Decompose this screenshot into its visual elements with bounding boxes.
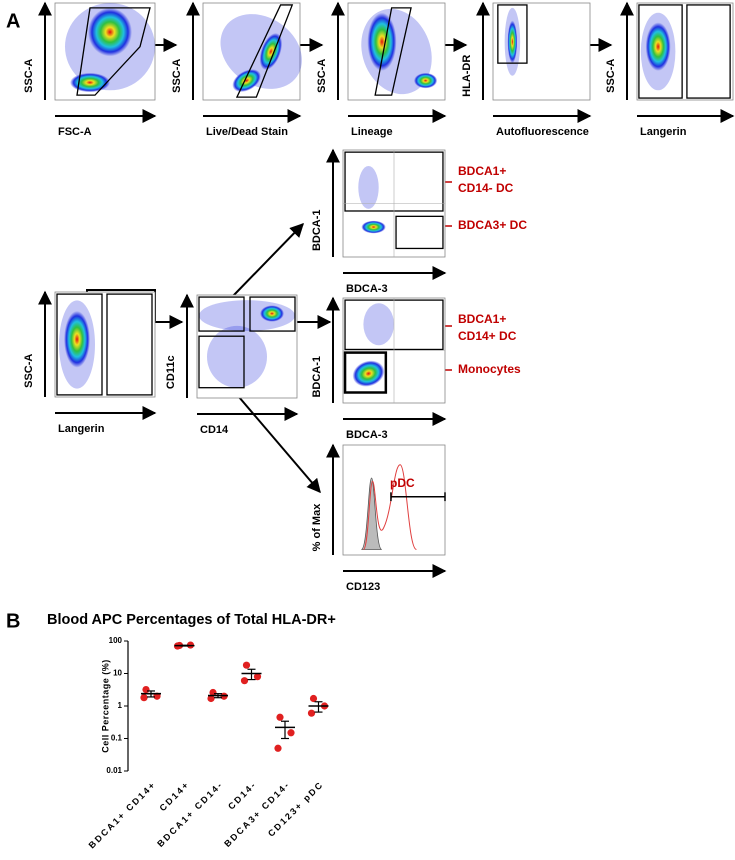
y-axis-label: HLA-DR <box>461 55 473 97</box>
density <box>88 7 132 57</box>
density <box>413 72 438 89</box>
gate <box>76 7 151 96</box>
data-point <box>209 688 217 697</box>
gate <box>395 215 444 250</box>
gate-label: Monocytes <box>458 362 521 376</box>
x-tick-label: BDCA1+ CD14- <box>155 779 225 849</box>
density <box>358 166 379 209</box>
x-tick-label: BDCA1+ CD14+ <box>87 779 158 850</box>
data-point <box>274 744 282 752</box>
flow-plot: SSC-A Lineage <box>316 1 447 138</box>
gate <box>686 4 731 99</box>
gate <box>343 351 388 394</box>
x-axis-label: FSC-A <box>58 126 92 138</box>
gate-label: BDCA1+ <box>458 164 506 178</box>
gate-label: BDCA3+ DC <box>458 218 527 232</box>
gate-label: CD14+ DC <box>458 329 517 343</box>
flow-plot: SSC-A Langerin <box>23 290 157 435</box>
y-tick-label: 0.1 <box>111 734 123 743</box>
x-axis-label: BDCA-3 <box>346 429 388 441</box>
plot-frame <box>342 444 446 556</box>
y-axis-label: % of Max <box>311 503 323 552</box>
y-axis-label: Cell Percentage (%) <box>100 659 110 753</box>
x-axis-label: CD14 <box>200 424 229 436</box>
x-axis-label: Langerin <box>640 126 687 138</box>
x-axis-label: Langerin <box>58 423 105 435</box>
density <box>232 69 261 93</box>
data-point <box>253 673 262 681</box>
y-axis-label: BDCA-1 <box>311 356 323 398</box>
histogram-sample <box>362 464 417 550</box>
plot-frame <box>492 2 591 101</box>
data-point <box>287 729 295 737</box>
density <box>363 303 395 346</box>
y-tick-label: 10 <box>113 669 122 678</box>
x-axis-label: BDCA-3 <box>346 283 388 295</box>
flow-plot: SSC-A Live/Dead Stain <box>171 1 302 138</box>
y-axis-label: SSC-A <box>23 59 35 93</box>
gate <box>374 7 412 96</box>
data-point <box>142 685 150 694</box>
y-tick-label: 1 <box>118 701 123 710</box>
data-point <box>240 677 249 685</box>
y-axis-label: SSC-A <box>316 59 328 93</box>
density <box>207 325 267 388</box>
data-point <box>140 694 148 702</box>
x-tick-label: BDCA3+ CD14- <box>222 779 292 849</box>
x-tick-label: CD14+ <box>157 779 191 813</box>
gate <box>106 293 153 396</box>
x-axis-label: CD123 <box>346 581 380 593</box>
chart-title: Blood APC Percentages of Total HLA-DR+ <box>47 612 336 628</box>
density <box>259 32 283 71</box>
gate-label: pDC <box>390 476 415 490</box>
data-point <box>242 661 251 669</box>
gate <box>497 4 528 64</box>
gate <box>235 4 294 98</box>
y-axis-label: SSC-A <box>171 59 183 93</box>
density <box>64 310 90 368</box>
x-axis-label: Lineage <box>351 126 393 138</box>
flow-plot: CD11c CD14 <box>165 293 299 436</box>
y-axis-label: SSC-A <box>605 59 617 93</box>
panel-label: A <box>6 10 20 32</box>
density <box>361 220 386 234</box>
data-point <box>207 694 215 703</box>
y-tick-label: 0.01 <box>106 766 122 775</box>
data-point <box>276 713 284 721</box>
data-point <box>309 694 318 703</box>
y-axis-label: BDCA-1 <box>311 209 323 251</box>
x-tick-label: CD14- <box>226 779 259 812</box>
density <box>352 360 385 387</box>
gate <box>56 293 103 396</box>
gate-label: CD14- DC <box>458 181 514 195</box>
x-axis-label: Autofluorescence <box>496 126 589 138</box>
gate <box>638 4 683 99</box>
density <box>507 20 518 64</box>
gate-label: BDCA1+ <box>458 312 506 326</box>
x-axis-label: Live/Dead Stain <box>206 126 288 138</box>
gate <box>198 296 245 332</box>
panel-label: B <box>6 610 20 632</box>
flow-plot: HLA-DR Autofluorescence <box>461 1 592 138</box>
flow-plot: BDCA-1 BDCA-3 <box>311 148 447 295</box>
gating-arrows <box>86 38 613 494</box>
flow-plot: SSC-A FSC-A <box>23 1 157 138</box>
histogram-control <box>360 477 383 550</box>
flow-plot: % of Max CD123 <box>311 443 447 593</box>
gate <box>198 335 245 389</box>
y-axis-label: SSC-A <box>23 354 35 388</box>
y-axis-label: CD11c <box>165 355 177 389</box>
density <box>70 72 110 93</box>
flow-plot: BDCA-1 BDCA-3 <box>311 296 447 441</box>
density <box>645 22 671 71</box>
density <box>260 305 284 322</box>
density <box>367 12 397 71</box>
y-tick-label: 100 <box>109 636 123 645</box>
flow-plot: SSC-A Langerin <box>605 1 735 138</box>
data-point <box>307 709 316 717</box>
gate <box>249 296 296 332</box>
